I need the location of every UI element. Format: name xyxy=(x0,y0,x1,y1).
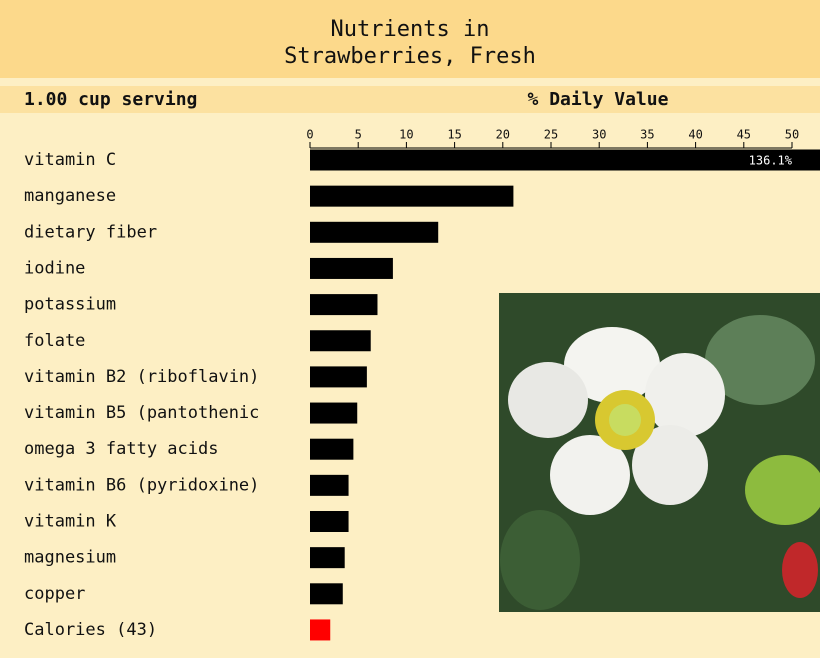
x-tick-label: 20 xyxy=(496,128,510,142)
bar xyxy=(310,511,349,532)
chart-title: Strawberries, Fresh xyxy=(284,44,536,69)
bar xyxy=(310,186,513,207)
x-tick-label: 35 xyxy=(640,128,654,142)
x-tick-label: 10 xyxy=(399,128,413,142)
chart-title: Nutrients in xyxy=(331,17,490,42)
x-tick-label: 50 xyxy=(785,128,799,142)
category-label: vitamin B5 (pantothenic xyxy=(24,403,259,423)
category-label: manganese xyxy=(24,186,116,206)
petal xyxy=(508,362,588,438)
category-label: vitamin B2 (riboflavin) xyxy=(24,367,259,387)
bar xyxy=(310,475,349,496)
category-label: folate xyxy=(24,331,85,351)
x-axis-label: % Daily Value xyxy=(528,89,669,110)
photo xyxy=(499,293,820,612)
category-label: omega 3 fatty acids xyxy=(24,439,218,459)
value-label: 136.1% xyxy=(749,154,793,168)
petal xyxy=(645,353,725,437)
category-label: potassium xyxy=(24,295,116,315)
x-tick-label: 40 xyxy=(688,128,702,142)
x-tick-label: 45 xyxy=(737,128,751,142)
bar xyxy=(310,150,820,171)
category-label: vitamin C xyxy=(24,150,116,170)
flower-center xyxy=(609,404,641,436)
x-tick-label: 0 xyxy=(306,128,313,142)
bar xyxy=(310,258,393,279)
bar xyxy=(310,222,438,243)
category-label: magnesium xyxy=(24,548,116,568)
berry xyxy=(782,542,818,598)
category-label: Calories (43) xyxy=(24,620,157,640)
x-tick-label: 30 xyxy=(592,128,606,142)
x-tick-label: 5 xyxy=(355,128,362,142)
category-label: dietary fiber xyxy=(24,222,157,242)
bar xyxy=(310,294,377,315)
bar xyxy=(310,583,343,604)
x-tick-label: 15 xyxy=(447,128,461,142)
category-label: copper xyxy=(24,584,85,604)
leaf xyxy=(500,510,580,610)
bar xyxy=(310,403,357,424)
bar xyxy=(310,619,330,640)
chart: Nutrients in Strawberries, Fresh 1.00 cu… xyxy=(0,0,820,658)
x-tick-label: 25 xyxy=(544,128,558,142)
category-label: vitamin B6 (pyridoxine) xyxy=(24,475,259,495)
category-label: vitamin K xyxy=(24,512,117,532)
category-label: iodine xyxy=(24,258,85,278)
serving-label: 1.00 cup serving xyxy=(24,89,197,110)
bar xyxy=(310,439,353,460)
bar xyxy=(310,547,345,568)
bar xyxy=(310,330,371,351)
bar xyxy=(310,366,367,387)
